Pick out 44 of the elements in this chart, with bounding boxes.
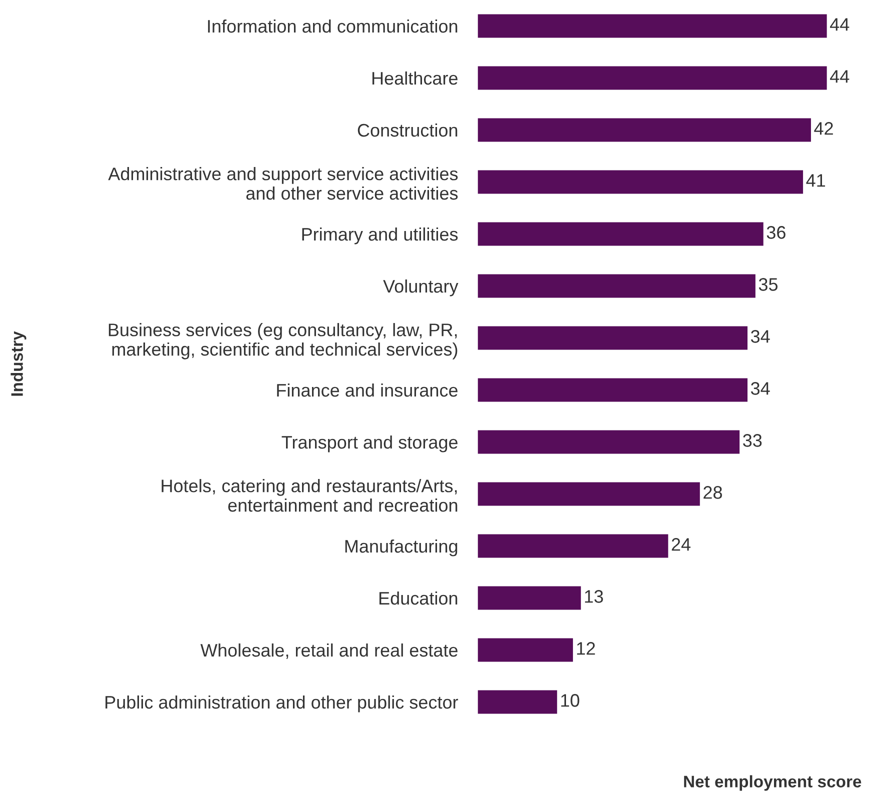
y-axis-title: Industry xyxy=(10,331,26,396)
bar xyxy=(478,690,558,714)
y-tick-label: Business services (eg consultancy, law, PR, marketing, scientific and technical services) xyxy=(108,323,458,360)
data-label: 10 xyxy=(561,694,580,707)
bar xyxy=(478,14,827,38)
bar xyxy=(478,638,573,662)
data-label: 36 xyxy=(766,226,786,239)
y-tick-label: Transport and storage xyxy=(282,435,458,452)
data-label: 41 xyxy=(806,174,826,187)
y-tick-label: Public administration and other public sector xyxy=(106,695,458,712)
bar xyxy=(478,482,700,506)
y-tick-label: Voluntary xyxy=(383,279,458,296)
data-label: 33 xyxy=(743,434,762,447)
y-tick-label: Primary and utilities xyxy=(302,227,458,244)
y-tick-label: Healthcare xyxy=(372,71,458,85)
bar xyxy=(478,170,804,194)
y-tick-label: Information and communication xyxy=(208,19,458,33)
bar xyxy=(478,378,748,402)
y-tick-label: Manufacturing xyxy=(345,539,458,556)
data-label: 44 xyxy=(830,70,850,83)
x-axis-title: Net employment score xyxy=(684,775,862,791)
data-label: 24 xyxy=(672,538,690,551)
bar xyxy=(478,66,827,90)
bar xyxy=(478,586,581,610)
data-label: 34 xyxy=(750,330,770,343)
bar xyxy=(478,326,748,350)
data-label: 34 xyxy=(750,382,770,395)
y-tick-label: Hotels, catering and restaurants/Arts, entertainment and recreation xyxy=(162,479,458,512)
data-label: 35 xyxy=(758,278,778,291)
bar xyxy=(478,222,764,246)
data-label: 42 xyxy=(814,122,833,135)
y-tick-label: Education xyxy=(379,591,458,605)
bar xyxy=(478,274,756,298)
y-tick-label: Administrative and support service activities and other service activities xyxy=(108,167,458,200)
data-label: 12 xyxy=(577,642,595,655)
bar xyxy=(478,430,740,454)
data-label: 44 xyxy=(830,18,850,31)
data-label: 13 xyxy=(585,590,603,603)
y-tick-label: Wholesale, retail and real estate xyxy=(200,643,458,659)
bar xyxy=(478,118,811,142)
bar xyxy=(478,534,668,558)
y-tick-label: Finance and insurance xyxy=(277,383,458,397)
data-label: 28 xyxy=(704,486,722,499)
y-tick-label: Construction xyxy=(358,123,458,137)
